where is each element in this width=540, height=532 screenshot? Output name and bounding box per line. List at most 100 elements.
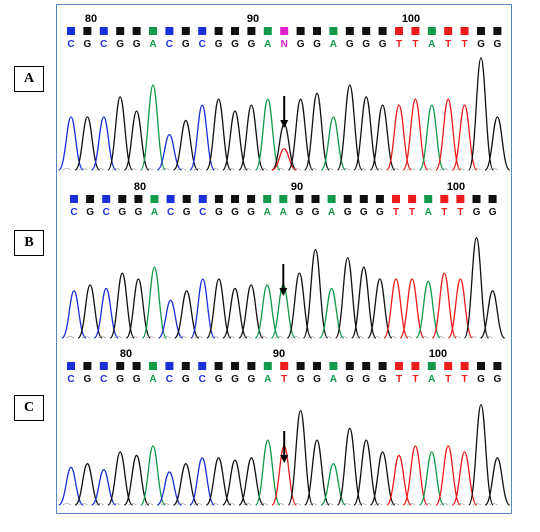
trace-peak (451, 451, 478, 506)
trace-baseline (292, 503, 301, 506)
base-call: G (118, 207, 126, 218)
trace-baseline (419, 336, 429, 339)
base-call: G (182, 39, 190, 50)
base-quality-square (214, 195, 223, 203)
base-call: G (494, 39, 502, 50)
trace-baseline (452, 336, 461, 339)
base-call: G (116, 39, 124, 50)
base-call: A (428, 374, 435, 385)
base-quality-square (198, 27, 207, 35)
trace-peak (172, 119, 199, 171)
trace-peak (484, 457, 511, 506)
trace-baseline (130, 336, 139, 339)
base-quality-square (343, 195, 352, 203)
trace-peak (336, 427, 363, 506)
trace-baseline (341, 168, 350, 171)
base-call: C (166, 39, 173, 50)
trace-peak (77, 284, 103, 339)
base-quality-square (116, 362, 125, 370)
trace-baseline (194, 336, 203, 339)
trace-peak (418, 104, 445, 171)
trace-baseline (81, 336, 91, 339)
trace-baseline (275, 336, 284, 339)
down-arrow-icon (279, 264, 288, 296)
trace-baseline (275, 503, 285, 506)
base-quality-square (311, 195, 320, 203)
trace-peak (173, 290, 200, 339)
base-call: G (473, 207, 481, 218)
trace-baseline (97, 336, 107, 339)
base-quality-square (345, 27, 354, 35)
base-call: A (328, 207, 335, 218)
trace-peak (205, 98, 232, 171)
base-quality-square (411, 27, 420, 35)
trace-baseline (128, 503, 137, 506)
trace-baseline (114, 336, 123, 339)
trace-peak (415, 280, 441, 339)
trace-baseline (371, 336, 381, 339)
trace-baseline (439, 168, 449, 171)
base-quality-square (83, 27, 92, 35)
base-call: C (67, 374, 74, 385)
trace-baseline (403, 336, 413, 339)
position-label: 100 (429, 348, 447, 360)
base-call: G (313, 39, 321, 50)
base-call: T (412, 374, 418, 385)
base-quality-square (134, 195, 143, 203)
trace-baseline (423, 168, 432, 171)
base-call: G (248, 39, 256, 50)
trace-peak (172, 463, 199, 506)
base-quality-square (392, 195, 400, 203)
base-call: G (231, 39, 239, 50)
base-quality-square (378, 362, 387, 370)
trace-peak (109, 272, 136, 339)
base-call: T (457, 207, 463, 218)
position-label: 80 (134, 181, 146, 193)
base-quality-square (460, 27, 469, 35)
trace-peak (90, 116, 117, 171)
trace-peak (222, 110, 248, 171)
base-quality-square (427, 362, 436, 370)
trace-baseline (144, 503, 154, 506)
trace-peak (254, 98, 281, 171)
trace-baseline (193, 503, 203, 506)
trace-peak (271, 148, 297, 171)
base-call: G (84, 374, 92, 385)
base-quality-square (313, 362, 321, 370)
base-call: T (281, 374, 287, 385)
base-quality-square (472, 195, 481, 203)
trace-peak (189, 104, 216, 171)
trace-baseline (407, 503, 416, 506)
base-quality-square (280, 27, 289, 35)
base-quality-square (182, 195, 191, 203)
position-label: 90 (247, 13, 259, 25)
base-quality-square (280, 362, 289, 370)
trace-baseline (308, 503, 318, 506)
trace-peak (58, 466, 84, 506)
trace-peak (189, 457, 216, 506)
base-quality-square (214, 27, 223, 35)
trace-baseline (210, 168, 219, 171)
trace-baseline (161, 503, 170, 506)
trace-baseline (65, 336, 75, 339)
trace-peak (463, 237, 490, 339)
trace-baseline (144, 168, 154, 171)
base-call: G (376, 207, 384, 218)
trace-peak (156, 471, 183, 506)
trace-peak (369, 451, 396, 506)
base-quality-square (327, 195, 336, 203)
base-call: G (477, 374, 485, 385)
base-quality-square (181, 27, 190, 35)
base-call: G (215, 39, 223, 50)
trace-peak (287, 409, 314, 506)
base-quality-square (329, 362, 338, 370)
trace-peak (74, 463, 101, 506)
trace-peak (91, 468, 117, 506)
base-quality-square (313, 27, 321, 35)
base-call: G (489, 207, 497, 218)
position-label: 80 (120, 348, 132, 360)
base-quality-square (362, 362, 371, 370)
base-quality-square (86, 195, 95, 203)
trace-baseline (423, 503, 432, 506)
